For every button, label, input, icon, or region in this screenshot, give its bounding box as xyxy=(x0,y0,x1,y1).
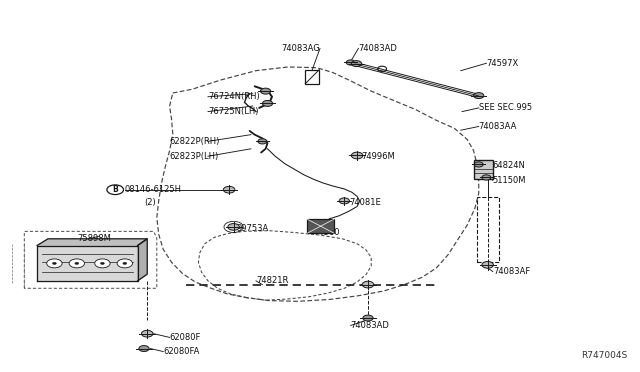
Text: 76724N(RH): 76724N(RH) xyxy=(208,92,260,101)
Circle shape xyxy=(47,259,62,268)
Text: 74597X: 74597X xyxy=(486,59,518,68)
Circle shape xyxy=(351,152,363,159)
Circle shape xyxy=(362,281,374,288)
Text: 74083AF: 74083AF xyxy=(493,267,530,276)
Polygon shape xyxy=(37,246,138,281)
Text: 74083AA: 74083AA xyxy=(479,122,517,131)
Circle shape xyxy=(346,60,355,65)
Text: 74083AD: 74083AD xyxy=(358,44,397,53)
Circle shape xyxy=(474,162,483,167)
Circle shape xyxy=(117,259,132,268)
Text: 74083AD: 74083AD xyxy=(351,321,390,330)
Circle shape xyxy=(100,262,104,264)
Circle shape xyxy=(223,186,235,193)
Text: 62080FA: 62080FA xyxy=(163,347,200,356)
Text: 74083AG: 74083AG xyxy=(281,44,320,53)
Polygon shape xyxy=(138,239,147,281)
Bar xyxy=(307,219,334,233)
Bar xyxy=(305,70,319,84)
Text: SEE SEC.995: SEE SEC.995 xyxy=(479,103,532,112)
Circle shape xyxy=(351,61,362,67)
Text: 74560: 74560 xyxy=(314,228,340,237)
Text: (2): (2) xyxy=(144,198,156,207)
Circle shape xyxy=(363,315,373,321)
Circle shape xyxy=(339,198,349,204)
Circle shape xyxy=(75,262,79,264)
Circle shape xyxy=(260,88,271,94)
Circle shape xyxy=(474,93,484,99)
Circle shape xyxy=(123,262,127,264)
Text: 08146-6125H: 08146-6125H xyxy=(125,185,182,194)
Circle shape xyxy=(52,262,56,264)
Text: 99753A: 99753A xyxy=(237,224,269,233)
Circle shape xyxy=(262,100,273,106)
Text: 62080F: 62080F xyxy=(170,333,201,342)
Circle shape xyxy=(482,175,491,180)
Bar xyxy=(477,197,499,262)
Text: 76725N(LH): 76725N(LH) xyxy=(208,107,259,116)
Text: 75898M: 75898M xyxy=(77,234,111,243)
Text: 62823P(LH): 62823P(LH) xyxy=(170,152,219,161)
Text: 62822P(RH): 62822P(RH) xyxy=(170,137,220,146)
Polygon shape xyxy=(37,239,147,246)
Text: 74081E: 74081E xyxy=(349,198,381,207)
Circle shape xyxy=(141,330,153,337)
Text: 74821R: 74821R xyxy=(256,276,289,285)
Circle shape xyxy=(139,346,149,352)
Text: R747004S: R747004S xyxy=(581,351,627,360)
Text: 51150M: 51150M xyxy=(493,176,526,185)
Bar xyxy=(474,160,493,179)
Circle shape xyxy=(95,259,110,268)
Circle shape xyxy=(228,224,239,230)
Circle shape xyxy=(69,259,84,268)
Text: B: B xyxy=(113,185,118,194)
Circle shape xyxy=(258,139,267,144)
Text: 74996M: 74996M xyxy=(362,152,396,161)
Circle shape xyxy=(482,262,493,268)
Text: 64824N: 64824N xyxy=(493,161,525,170)
